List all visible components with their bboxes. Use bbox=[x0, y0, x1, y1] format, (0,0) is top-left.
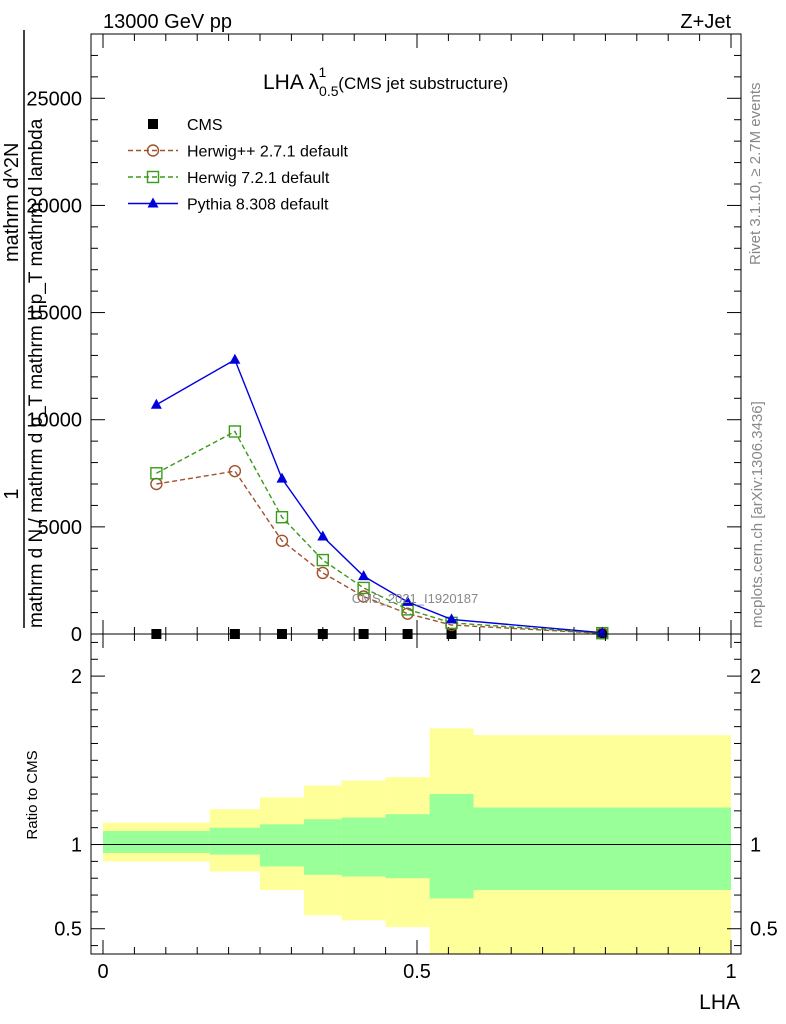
analysis-watermark: CMS_2021_I1920187 bbox=[352, 591, 479, 606]
process-label: Z+Jet bbox=[680, 11, 731, 33]
legend: CMS Herwig++ 2.7.1 default Herwig 7.2.1 de… bbox=[128, 117, 349, 214]
data-point bbox=[228, 425, 242, 438]
ratio-band-inner bbox=[429, 794, 474, 899]
main-ytick-label: 15000 bbox=[26, 303, 82, 325]
plot-title-sup: 1 bbox=[319, 64, 327, 80]
data-point bbox=[357, 581, 370, 595]
rivet-label: Rivet 3.1.10, ≥ 2.7M events bbox=[747, 83, 764, 266]
plot-title: LHA λ0.5 1 (CMS jet substructure) bbox=[263, 64, 508, 99]
ratio-band-inner bbox=[303, 819, 342, 875]
data-point bbox=[357, 590, 370, 603]
data-point bbox=[402, 595, 414, 606]
plot-title-suffix: (CMS jet substructure) bbox=[338, 74, 508, 93]
data-point bbox=[275, 534, 289, 547]
legend-label: CMS bbox=[187, 117, 223, 134]
ylabel-numerator: 1 bbox=[1, 488, 23, 499]
ratio-band-inner bbox=[103, 831, 210, 853]
data-point bbox=[316, 553, 329, 567]
ratio-ylabel: Ratio to CMS bbox=[24, 750, 41, 839]
main-ytick-label: 0 bbox=[71, 624, 82, 646]
data-point bbox=[276, 472, 288, 483]
legend-label: Pythia 8.308 default bbox=[187, 197, 329, 214]
main-ytick-label: 5000 bbox=[38, 517, 83, 539]
ratio-ytick-label: 0.5 bbox=[54, 919, 82, 941]
data-point bbox=[446, 613, 458, 624]
main-series bbox=[150, 353, 609, 640]
legend-label: Herwig++ 2.7.1 default bbox=[187, 144, 349, 161]
ratio-ytick-label-right: 1 bbox=[750, 835, 761, 857]
plot-title-main: LHA λ bbox=[263, 71, 320, 94]
ratio-bands bbox=[91, 728, 741, 954]
ratio-xtick-label: 1 bbox=[725, 961, 736, 983]
series-line bbox=[156, 430, 603, 634]
ylabel-rotated-main: mathrm d^2N bbox=[1, 143, 23, 262]
data-point bbox=[150, 467, 163, 480]
ratio-band-inner bbox=[260, 824, 304, 867]
legend-label: Herwig 7.2.1 default bbox=[187, 170, 330, 187]
main-ytick-label: 10000 bbox=[26, 410, 82, 432]
ratio-ytick-label-right: 0.5 bbox=[750, 919, 778, 941]
mcplots-label: mcplots.cern.ch [arXiv:1306.3436] bbox=[749, 401, 766, 628]
legend-marker bbox=[148, 119, 158, 129]
legend-marker bbox=[146, 144, 160, 157]
data-point bbox=[228, 464, 242, 478]
ylabel-denominator: mathrm d N / mathrm d p_T mathrm d p_T m… bbox=[26, 118, 47, 628]
series-line bbox=[156, 470, 603, 635]
ratio-xtick-label: 0.5 bbox=[403, 961, 431, 983]
energy-label: 13000 GeV pp bbox=[103, 11, 232, 33]
ratio-ytick-label: 1 bbox=[71, 835, 82, 857]
ratio-axis-ticks bbox=[91, 634, 741, 954]
data-point bbox=[317, 530, 329, 541]
x-axis-label: LHA bbox=[699, 991, 740, 1014]
data-point bbox=[229, 353, 241, 364]
ratio-band-inner bbox=[341, 817, 386, 877]
ratio-axis-ticklabels: 0.5 0.5 1 1 2 2 0 0.5 1 bbox=[54, 666, 778, 983]
ratio-band-inner bbox=[385, 814, 430, 879]
ratio-ytick-label: 2 bbox=[71, 666, 82, 688]
data-point bbox=[316, 566, 329, 580]
data-point bbox=[275, 511, 289, 524]
main-ytick-label: 20000 bbox=[26, 195, 82, 217]
legend-marker bbox=[146, 170, 160, 184]
data-point bbox=[358, 570, 370, 581]
legend-marker bbox=[147, 197, 159, 208]
ratio-band-inner bbox=[209, 827, 260, 855]
ratio-ytick-label-right: 2 bbox=[750, 666, 761, 688]
main-ytick-label: 25000 bbox=[26, 88, 82, 110]
plot-title-sub: 0.5 bbox=[319, 83, 339, 99]
ratio-band-inner bbox=[473, 807, 731, 890]
data-point bbox=[150, 398, 162, 409]
series-line bbox=[156, 358, 603, 634]
ratio-xtick-label: 0 bbox=[97, 961, 108, 983]
main-axis-ticklabels: 0 5000 10000 15000 20000 25000 bbox=[26, 88, 82, 646]
